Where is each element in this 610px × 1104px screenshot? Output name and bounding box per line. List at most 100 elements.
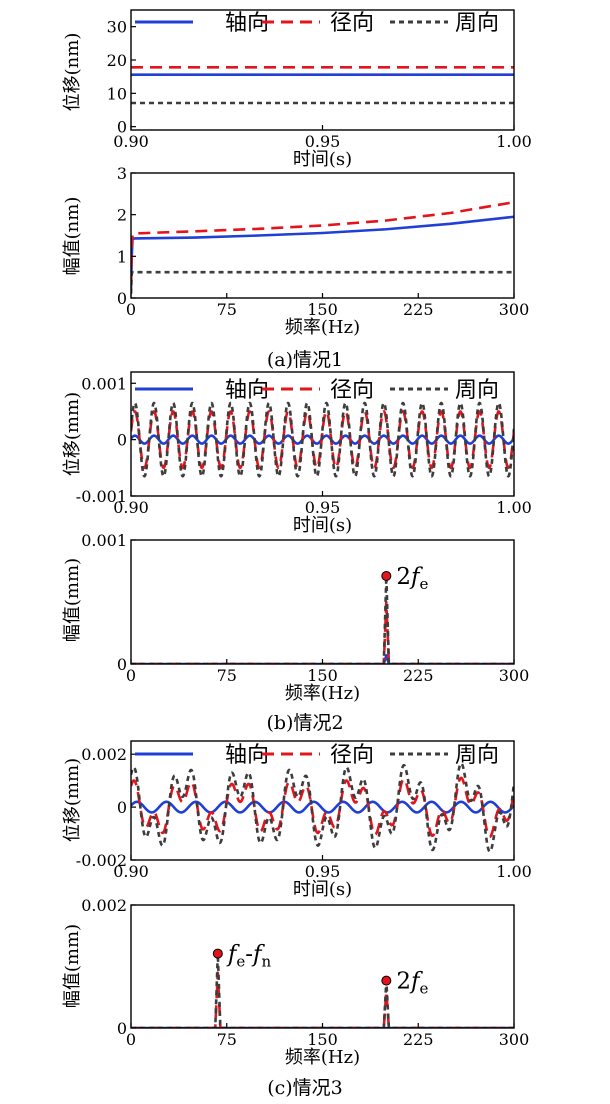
legend-label-轴向: 轴向	[225, 11, 269, 36]
plot-area	[131, 762, 514, 853]
peak-label: 2fe	[396, 564, 428, 593]
x-tick-label: 1.00	[496, 132, 532, 151]
y-tick-label: 0	[117, 289, 127, 308]
legend: 轴向 径向 周向	[135, 378, 499, 403]
series-line-周向	[131, 762, 514, 853]
x-tick-label: 0	[126, 300, 136, 319]
chart-c2-freq: 2fe 0 75 150 225 300 0 0.001 频率(Hz) 幅值(mm)	[62, 531, 529, 704]
legend-label-径向: 径向	[330, 378, 374, 403]
x-axis-label: 时间(s)	[293, 515, 352, 536]
y-tick-label: 1	[117, 247, 127, 266]
plot-area	[131, 574, 514, 664]
x-axis-label: 频率(Hz)	[285, 317, 360, 338]
peak-marker	[381, 975, 392, 986]
y-tick-label: 0.002	[81, 745, 127, 764]
y-tick-label: 0	[117, 431, 127, 450]
plot-area	[131, 66, 514, 105]
series-line-周向	[131, 574, 514, 664]
legend-label-径向: 径向	[330, 743, 374, 768]
y-axis-label: 幅值(mm)	[62, 924, 83, 1008]
x-tick-label: 300	[499, 1030, 530, 1049]
y-axis-label: 位移(mm)	[62, 392, 83, 476]
y-tick-label: 30	[107, 18, 127, 37]
caption-a: (a)情况1	[266, 349, 344, 371]
x-tick-label: 0.95	[305, 862, 341, 881]
caption-c: (c)情况3	[267, 1077, 343, 1099]
legend-label-周向: 周向	[455, 743, 499, 768]
y-tick-label: 3	[117, 164, 127, 183]
x-tick-label: 225	[403, 666, 434, 685]
y-tick-label: 10	[107, 84, 127, 103]
series-line-轴向	[131, 654, 514, 664]
series-line-径向	[131, 776, 514, 839]
series-line-周向	[131, 952, 514, 1028]
caption-b: (b)情况2	[266, 712, 344, 734]
x-tick-label: 1.00	[496, 498, 532, 517]
y-tick-label: 0.001	[81, 374, 127, 393]
y-tick-label: 2	[117, 206, 127, 225]
x-tick-label: 0.90	[113, 862, 149, 881]
series-line-径向	[131, 600, 514, 664]
y-axis-label: 位移(nm)	[62, 33, 83, 112]
series-line-轴向	[131, 215, 514, 290]
x-axis-label: 时间(s)	[293, 149, 352, 170]
y-axis-label: 幅值(nm)	[62, 197, 83, 276]
x-tick-label: 0.95	[305, 498, 341, 517]
chart-c1-time: 0.90 0.95 1.00 0 10 20 30 时间(s) 位移(nm) 轴向 径向 周向	[62, 9, 532, 170]
y-tick-label: -0.002	[76, 851, 127, 870]
legend-label-轴向: 轴向	[225, 378, 269, 403]
x-tick-label: 150	[307, 300, 338, 319]
x-tick-label: 75	[217, 666, 237, 685]
y-axis-label: 幅值(mm)	[62, 558, 83, 642]
series-line-轴向	[131, 800, 514, 814]
legend-label-径向: 径向	[330, 11, 374, 36]
x-tick-label: 225	[403, 300, 434, 319]
chart-c3-freq: fe-fn 2fe 0 75 150 225 300 0 0.002 频率(Hz) 幅值(mm)	[62, 896, 529, 1068]
x-axis-label: 时间(s)	[293, 879, 352, 900]
x-tick-label: 300	[499, 666, 530, 685]
x-tick-label: 150	[307, 666, 338, 685]
x-tick-label: 0.90	[113, 498, 149, 517]
legend: 轴向 径向 周向	[135, 743, 499, 768]
y-tick-label: -0.001	[76, 487, 127, 506]
x-axis-label: 频率(Hz)	[285, 1047, 360, 1068]
series-line-周向	[131, 401, 514, 478]
x-tick-label: 75	[217, 300, 237, 319]
x-tick-label: 1.00	[496, 862, 532, 881]
peak-marker	[381, 570, 392, 581]
x-tick-label: 300	[499, 300, 530, 319]
x-tick-label: 0.95	[305, 132, 341, 151]
legend-label-周向: 周向	[455, 378, 499, 403]
y-tick-label: 0	[117, 118, 127, 137]
x-tick-label: 225	[403, 1030, 434, 1049]
series-line-径向	[131, 200, 514, 286]
x-tick-label: 0.90	[113, 132, 149, 151]
peak-label: fe-fn	[226, 942, 272, 971]
plot-area	[131, 401, 514, 478]
y-tick-label: 0	[117, 1019, 127, 1038]
chart-c1-freq: 0 75 150 225 300 0 1 2 3 频率(Hz) 幅值(nm)	[62, 164, 529, 338]
y-tick-label: 0.001	[81, 531, 127, 550]
x-tick-label: 75	[217, 1030, 237, 1049]
x-tick-label: 150	[307, 1030, 338, 1049]
chart-c3-time: 0.90 0.95 1.00 -0.002 0 0.002 时间(s) 位移(mm) 轴向 径向 周…	[62, 740, 532, 900]
axes-frame	[130, 904, 515, 1029]
peak-marker	[212, 948, 223, 959]
legend: 轴向 径向 周向	[135, 11, 499, 36]
series-line-径向	[131, 971, 514, 1028]
plot-area	[131, 200, 514, 294]
axes-frame	[130, 172, 515, 299]
plot-area	[131, 952, 514, 1028]
series-line-径向	[131, 410, 514, 470]
y-tick-label: 0	[117, 655, 127, 674]
y-axis-label: 位移(mm)	[62, 758, 83, 842]
axes-frame	[130, 539, 515, 665]
legend-label-周向: 周向	[455, 11, 499, 36]
y-tick-label: 0.002	[81, 896, 127, 915]
peak-label: 2fe	[396, 969, 428, 998]
x-tick-label: 0	[126, 1030, 136, 1049]
series-line-周向	[131, 270, 514, 294]
x-tick-label: 0	[126, 666, 136, 685]
y-tick-label: 0	[117, 798, 127, 817]
